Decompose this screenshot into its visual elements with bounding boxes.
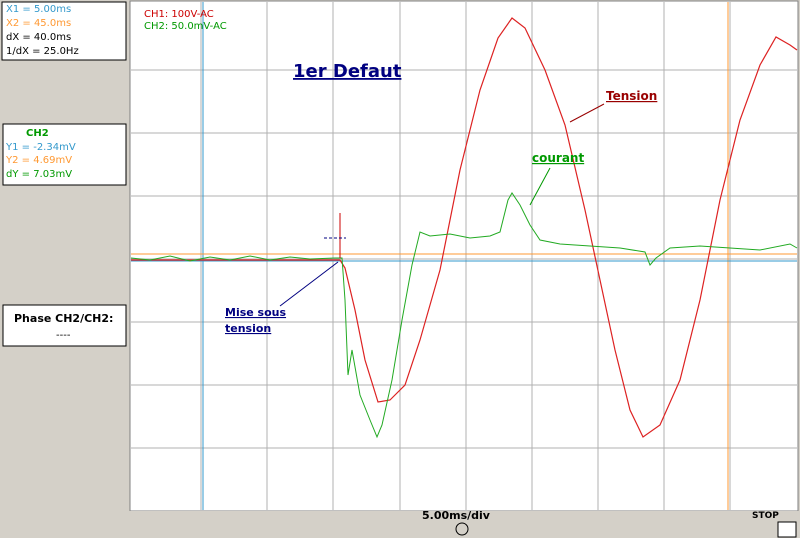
phase-box — [2, 304, 127, 347]
cursor-box — [1, 1, 127, 61]
inv-dx-text: 1/dX = 25.0Hz — [6, 46, 79, 57]
mise-label-1: Mise sous — [225, 306, 286, 319]
tension-label: Tension — [606, 89, 657, 103]
channel-title: CH2 — [26, 128, 49, 139]
scope-title: 1er Defaut — [293, 61, 402, 82]
mise-pointer — [279, 261, 339, 307]
x1-text: X1 = 5.00ms — [6, 4, 71, 15]
run-status: STOP — [752, 511, 779, 521]
plot-area — [129, 0, 799, 512]
ch1-trace — [131, 17, 798, 438]
mise-label-2: tension — [225, 322, 271, 335]
x2-text: X2 = 45.0ms — [6, 18, 71, 29]
grid — [131, 2, 797, 510]
status-bar — [0, 511, 800, 538]
timebase: 5.00ms/div — [422, 509, 491, 522]
ch2-trace — [130, 192, 798, 439]
lock-button[interactable] — [777, 521, 797, 538]
zoom-button[interactable] — [455, 522, 469, 536]
dx-text: dX = 40.0ms — [6, 32, 71, 43]
y1-text: Y1 = -2.34mV — [5, 142, 76, 153]
phase-value: ---- — [56, 330, 71, 341]
tension-pointer — [569, 103, 605, 123]
phase-title: Phase CH2/CH2: — [14, 312, 113, 325]
y2-text: Y2 = 4.69mV — [5, 155, 72, 166]
courant-pointer — [529, 167, 551, 206]
ch1-label: CH1: 100V-AC — [144, 9, 214, 20]
channel-box — [2, 123, 127, 186]
courant-label: courant — [532, 151, 584, 165]
ch2-label: CH2: 50.0mV-AC — [144, 21, 227, 32]
dy-text: dY = 7.03mV — [6, 169, 72, 180]
